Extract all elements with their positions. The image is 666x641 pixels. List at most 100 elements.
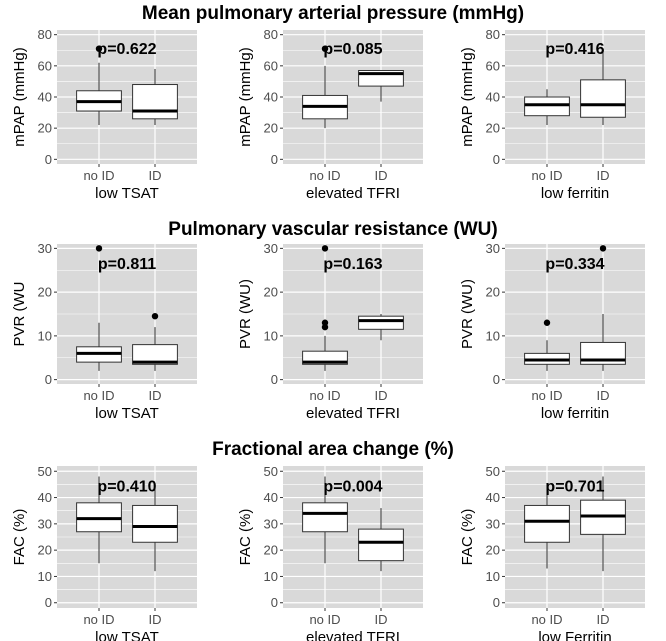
y-tick-label: 0 bbox=[45, 595, 52, 610]
box-no-id bbox=[76, 476, 122, 564]
outlier-point bbox=[599, 245, 607, 252]
x-axis-title: low ferritin bbox=[541, 185, 609, 202]
box-no-id bbox=[76, 45, 122, 126]
box-id bbox=[358, 508, 404, 572]
box-id bbox=[132, 487, 178, 572]
p-value-label: p=0.163 bbox=[323, 256, 382, 273]
outlier-point bbox=[151, 312, 159, 320]
y-tick-label: 0 bbox=[493, 372, 500, 387]
y-tick-label: 20 bbox=[264, 543, 278, 558]
y-tick-label: 50 bbox=[264, 464, 278, 479]
x-tick-label: no ID bbox=[531, 168, 562, 183]
x-axis-title: low Ferritin bbox=[538, 629, 611, 641]
x-tick-label: ID bbox=[375, 612, 388, 627]
y-tick-label: 0 bbox=[271, 372, 278, 387]
y-axis-title: FAC (%) bbox=[459, 509, 476, 566]
x-tick-label: ID bbox=[375, 168, 388, 183]
x-tick-label: ID bbox=[375, 388, 388, 403]
y-tick-label: 60 bbox=[38, 58, 52, 73]
box-id bbox=[358, 70, 404, 102]
outlier-point bbox=[95, 245, 103, 252]
x-tick-label: ID bbox=[597, 612, 610, 627]
x-tick-label: no ID bbox=[83, 388, 114, 403]
iqr-box bbox=[358, 528, 404, 562]
y-tick-label: 50 bbox=[38, 464, 52, 479]
iqr-box bbox=[132, 504, 178, 543]
x-tick-label: no ID bbox=[309, 168, 340, 183]
x-tick-label: no ID bbox=[309, 612, 340, 627]
y-tick-label: 60 bbox=[264, 58, 278, 73]
boxplot-panel: 0 20 40 60 80 p=0.416 no ID ID low ferritin mPAP … bbox=[459, 27, 645, 202]
outlier-point bbox=[321, 323, 329, 331]
row-title: Fractional area change (%) bbox=[212, 439, 454, 460]
outlier-point bbox=[95, 45, 103, 52]
boxplot-panel: 0 10 20 30 40 50 p=0.701 no ID ID low Ferritin FAC… bbox=[459, 464, 645, 641]
x-axis-title: elevated TFRI bbox=[306, 629, 400, 641]
y-tick-label: 40 bbox=[486, 490, 500, 505]
y-tick-label: 40 bbox=[38, 90, 52, 105]
y-tick-label: 0 bbox=[271, 595, 278, 610]
y-tick-label: 60 bbox=[486, 58, 500, 73]
boxplot-panel: 0 10 20 30 40 50 p=0.004 no ID ID elevated TFRI FA… bbox=[237, 464, 423, 641]
p-value-label: p=0.701 bbox=[545, 479, 604, 496]
x-axis-title: elevated TFRI bbox=[306, 185, 400, 202]
y-tick-label: 0 bbox=[493, 595, 500, 610]
iqr-box bbox=[302, 502, 348, 533]
y-axis-title: PVR (WU) bbox=[459, 279, 476, 349]
boxplot-panel: 0 10 20 30 p=0.334 no ID ID low ferritin PVR (WU… bbox=[459, 241, 645, 422]
boxplot-panel: 0 10 20 30 p=0.811 no ID ID low TSAT PVR (WU bbox=[11, 241, 197, 422]
y-tick-label: 30 bbox=[486, 241, 500, 256]
y-tick-label: 20 bbox=[38, 121, 52, 136]
y-tick-label: 0 bbox=[45, 152, 52, 167]
y-tick-label: 20 bbox=[38, 285, 52, 300]
box-id bbox=[132, 312, 178, 371]
box-id bbox=[580, 476, 626, 572]
y-tick-label: 30 bbox=[38, 241, 52, 256]
x-axis-title: low TSAT bbox=[95, 629, 159, 641]
y-tick-label: 10 bbox=[38, 328, 52, 343]
outlier-point bbox=[321, 245, 329, 252]
x-tick-label: ID bbox=[149, 168, 162, 183]
x-tick-label: ID bbox=[149, 388, 162, 403]
y-tick-label: 20 bbox=[486, 285, 500, 300]
iqr-box bbox=[524, 504, 570, 543]
box-no-id bbox=[302, 245, 348, 371]
outlier-point bbox=[543, 319, 551, 326]
p-value-label: p=0.811 bbox=[98, 256, 156, 273]
y-axis-title: mPAP (mmHg) bbox=[11, 47, 28, 146]
p-value-label: p=0.334 bbox=[545, 256, 604, 273]
x-tick-label: no ID bbox=[83, 168, 114, 183]
x-tick-label: no ID bbox=[531, 388, 562, 403]
x-tick-label: no ID bbox=[83, 612, 114, 627]
y-axis-title: mPAP (mmHg) bbox=[459, 47, 476, 146]
y-tick-label: 20 bbox=[264, 285, 278, 300]
x-tick-label: ID bbox=[597, 388, 610, 403]
boxplot-panel: 0 10 20 30 p=0.163 no ID ID elevated TFRI PVR (W… bbox=[237, 241, 423, 422]
x-tick-label: no ID bbox=[309, 388, 340, 403]
y-tick-label: 40 bbox=[486, 90, 500, 105]
y-tick-label: 30 bbox=[486, 516, 500, 531]
x-axis-title: low ferritin bbox=[541, 405, 609, 422]
y-tick-label: 10 bbox=[264, 569, 278, 584]
boxplot-panel: 0 20 40 60 80 p=0.622 no ID ID low TSAT mPAP (mmH… bbox=[11, 27, 197, 202]
y-tick-label: 0 bbox=[271, 152, 278, 167]
y-tick-label: 10 bbox=[264, 328, 278, 343]
iqr-box bbox=[580, 79, 626, 118]
y-tick-label: 20 bbox=[486, 543, 500, 558]
y-tick-label: 30 bbox=[38, 516, 52, 531]
y-axis-title: PVR (WU) bbox=[237, 279, 254, 349]
x-axis-title: low TSAT bbox=[95, 405, 159, 422]
y-tick-label: 10 bbox=[486, 328, 500, 343]
y-axis-title: FAC (%) bbox=[11, 509, 28, 566]
p-value-label: p=0.085 bbox=[323, 41, 382, 58]
row-title: Pulmonary vascular resistance (WU) bbox=[168, 219, 497, 240]
box-id bbox=[358, 314, 404, 341]
y-tick-label: 40 bbox=[38, 490, 52, 505]
boxplot-panel: 0 20 40 60 80 p=0.085 no ID ID elevated TFRI mPAP… bbox=[237, 27, 423, 202]
y-tick-label: 20 bbox=[264, 121, 278, 136]
box-no-id bbox=[76, 245, 122, 371]
p-value-label: p=0.622 bbox=[97, 41, 156, 58]
y-axis-title: mPAP (mmHg) bbox=[237, 47, 254, 146]
y-tick-label: 10 bbox=[486, 569, 500, 584]
y-tick-label: 40 bbox=[264, 90, 278, 105]
